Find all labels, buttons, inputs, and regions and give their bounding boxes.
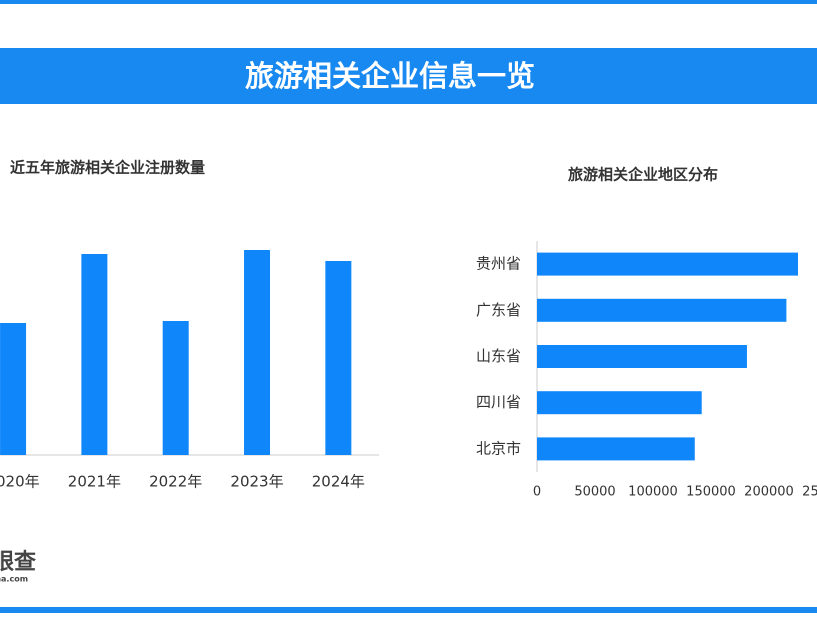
x-tick-label: 2023年 — [230, 473, 283, 491]
logo-site: TianYanCha.com — [0, 575, 28, 584]
bar — [162, 321, 189, 455]
y-tick-label: 广东省 — [476, 301, 521, 319]
y-tick-label: 北京市 — [476, 439, 521, 457]
bottom-rule — [0, 607, 817, 613]
x-tick-label: 2021年 — [68, 473, 121, 491]
x-tick-label: 2022年 — [149, 473, 202, 491]
x-tick-label: 200000 — [744, 485, 794, 500]
y-tick-label: 贵州省 — [476, 255, 521, 273]
bar — [537, 252, 798, 276]
top-rule — [0, 0, 817, 4]
bar — [537, 298, 787, 322]
x-tick-label: 2020年 — [0, 473, 40, 491]
chart-title: 近五年旅游相关企业注册数量 — [10, 159, 205, 177]
bar — [537, 345, 747, 368]
x-tick-label: 50000 — [574, 485, 615, 500]
bar — [244, 250, 271, 455]
x-tick-label: 100000 — [628, 485, 678, 500]
bar — [81, 254, 108, 455]
chart-title: 旅游相关企业地区分布 — [568, 166, 718, 184]
bar — [0, 323, 27, 455]
y-tick-label: 四川省 — [476, 393, 521, 411]
y-tick-label: 山东省 — [476, 347, 521, 365]
x-tick-label: 250000 — [802, 485, 817, 500]
x-tick-label: 0 — [533, 485, 541, 500]
page-title: 旅游相关企业信息一览 — [245, 59, 535, 93]
x-tick-label: 2024年 — [312, 473, 365, 491]
banner — [0, 48, 817, 104]
x-tick-label: 150000 — [686, 485, 736, 500]
bar — [537, 437, 695, 461]
bar — [325, 261, 352, 455]
logo: 天眼查 — [0, 550, 36, 575]
bar — [537, 391, 702, 415]
